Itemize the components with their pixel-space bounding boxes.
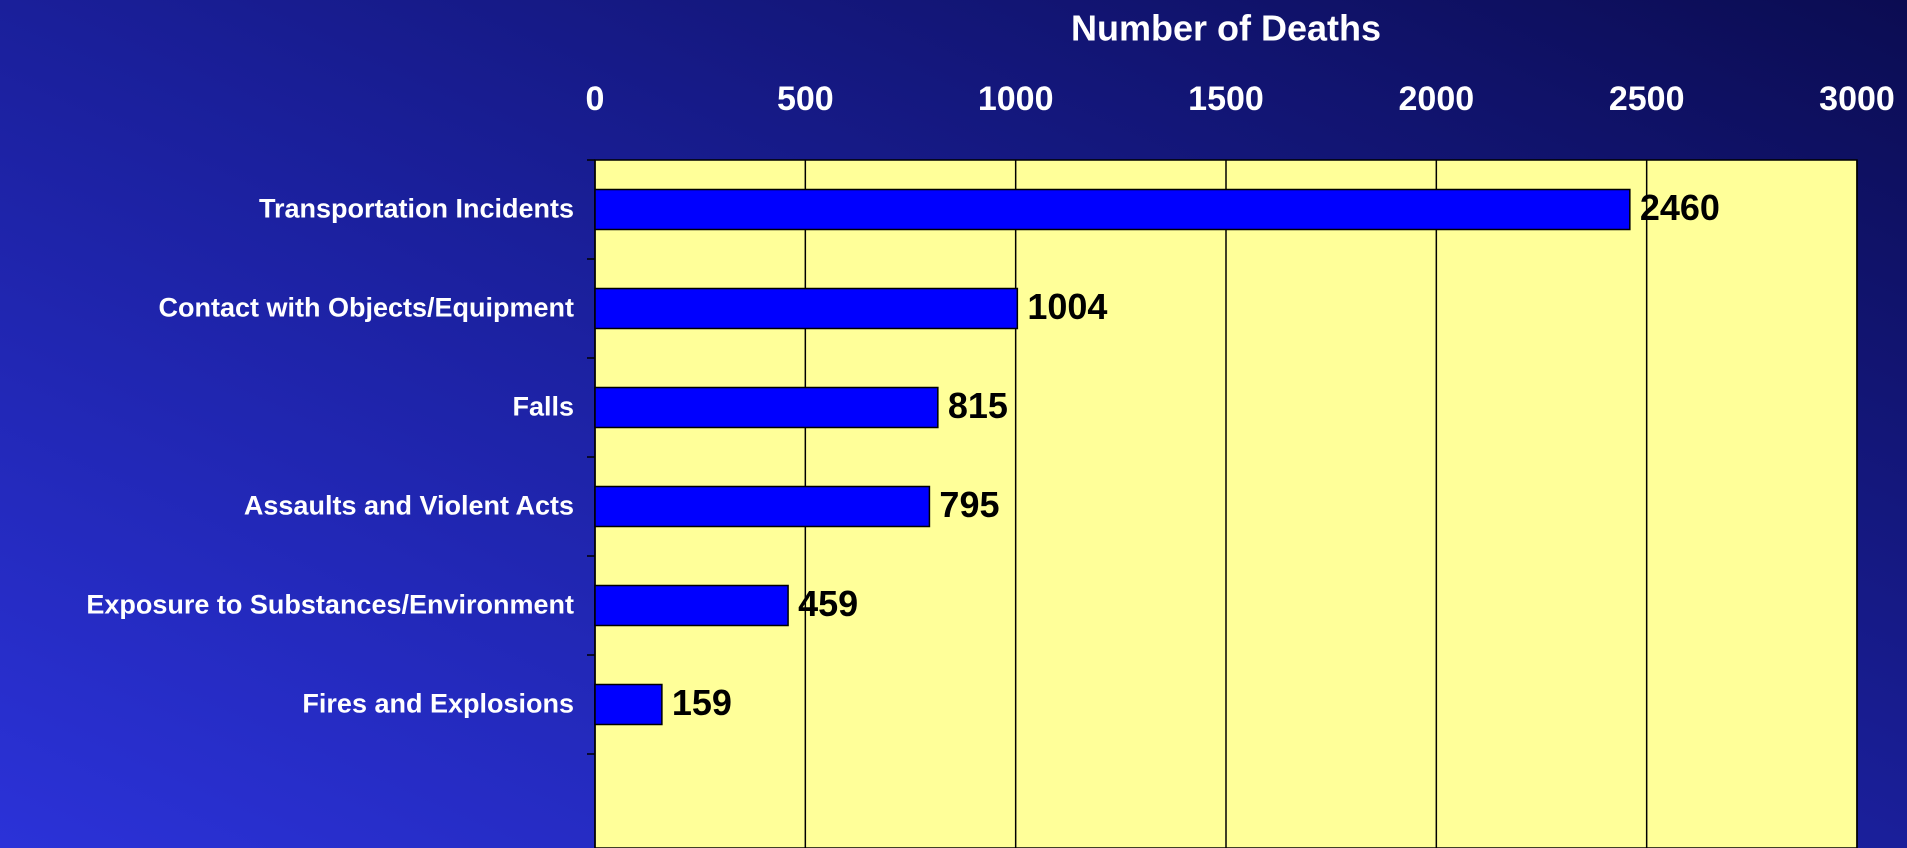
- bar: [594, 584, 789, 627]
- data-label: 815: [948, 385, 1008, 426]
- x-tick-label: 1000: [978, 80, 1054, 118]
- x-tick-label: 2000: [1399, 80, 1475, 118]
- x-tick-label: 1500: [1188, 80, 1264, 118]
- data-label: 459: [798, 583, 858, 624]
- y-tick-label: Fires and Explosions: [302, 689, 574, 719]
- y-tick-label: Contact with Objects/Equipment: [158, 293, 574, 323]
- axis-title: Number of Deaths: [1071, 8, 1381, 49]
- data-label: 1004: [1027, 286, 1107, 327]
- x-tick-label: 0: [586, 80, 605, 118]
- x-tick-label: 500: [777, 80, 834, 118]
- data-label: 2460: [1640, 187, 1720, 228]
- data-label: 795: [939, 484, 999, 525]
- y-tick-label: Falls: [512, 392, 574, 422]
- x-tick-label: 2500: [1609, 80, 1685, 118]
- bar: [594, 188, 1631, 231]
- y-tick-label: Assaults and Violent Acts: [244, 491, 574, 521]
- data-label: 159: [672, 682, 732, 723]
- x-tick-label: 3000: [1819, 80, 1895, 118]
- bar: [594, 287, 1019, 330]
- y-tick-label: Transportation Incidents: [259, 194, 574, 224]
- bar: [594, 485, 931, 528]
- bar: [594, 386, 939, 429]
- y-tick-label: Exposure to Substances/Environment: [86, 590, 574, 620]
- bar: [594, 683, 663, 726]
